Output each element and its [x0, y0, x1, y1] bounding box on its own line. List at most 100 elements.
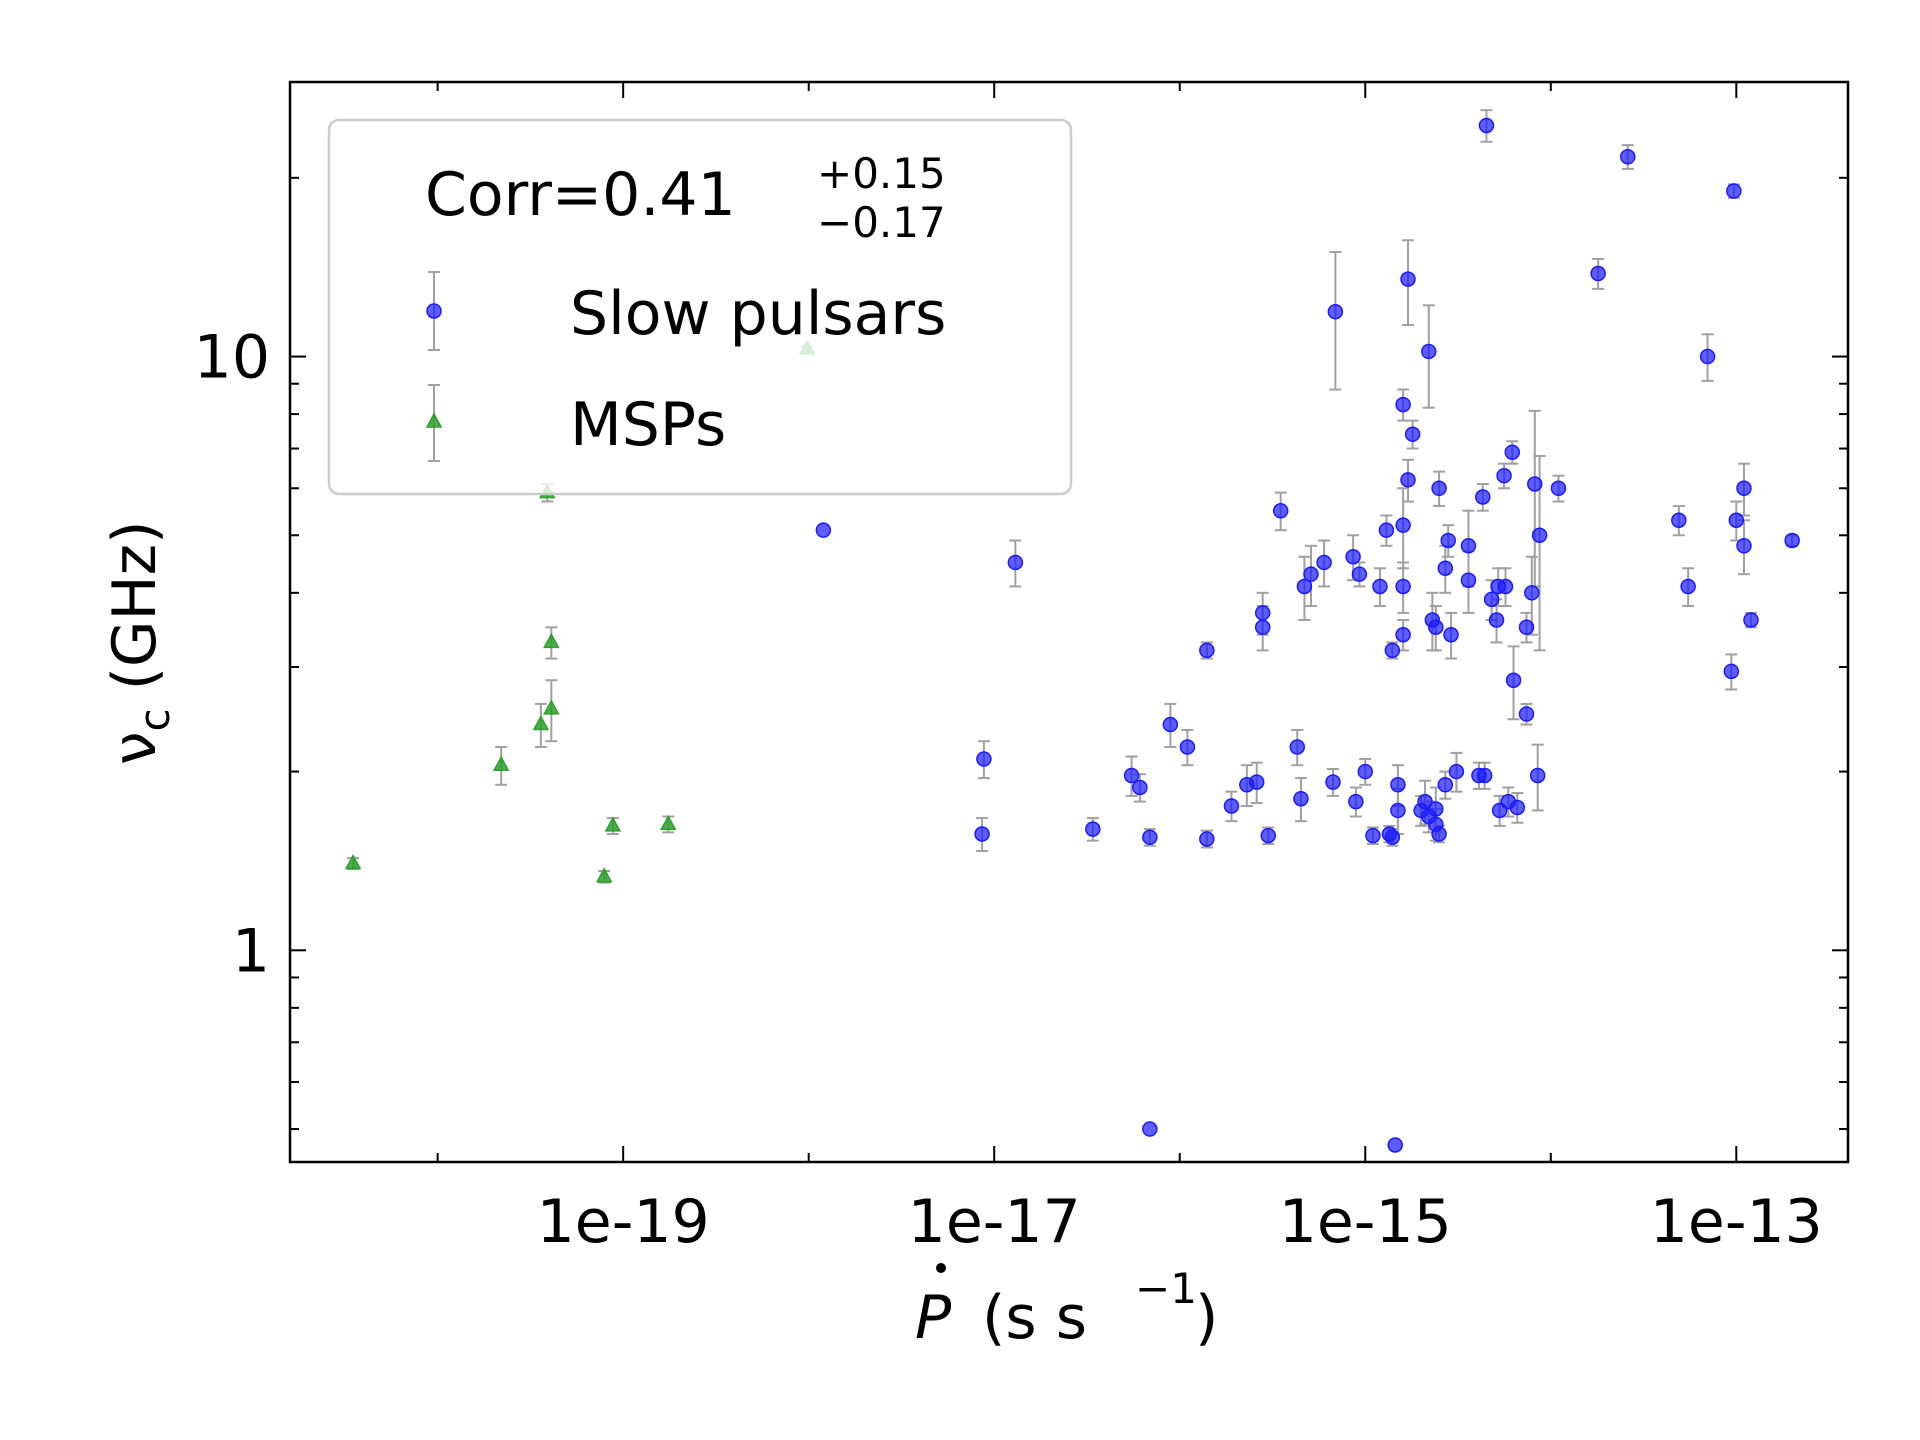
- slow-pulsar-point: [1007, 554, 1024, 571]
- slow-pulsar-point: [1590, 265, 1606, 282]
- slow-pulsar-point: [976, 751, 992, 767]
- slow-pulsar-point: [1404, 426, 1421, 442]
- legend-marker-slow-pulsars: [426, 271, 442, 351]
- slow-pulsar-point: [1395, 517, 1411, 533]
- slow-pulsar-point: [1784, 532, 1800, 549]
- slow-pulsar-point: [1260, 827, 1277, 844]
- slow-pulsar-point: [1293, 790, 1309, 807]
- slow-pulsar-point: [1325, 774, 1341, 790]
- msp-point: [604, 816, 622, 832]
- legend-correlation-minus: −0.17: [817, 198, 946, 247]
- msp-point: [595, 867, 613, 883]
- slow-pulsar-point: [1496, 467, 1512, 484]
- legend-box: [327, 118, 1073, 496]
- slow-pulsar-point: [1085, 821, 1101, 837]
- x-axis-label-exponent: −1: [1135, 1264, 1197, 1313]
- msp-point: [660, 814, 677, 831]
- slow-pulsar-point: [1671, 512, 1687, 529]
- legend-correlation: Corr=0.41: [425, 160, 736, 230]
- slow-pulsar-point: [1440, 532, 1456, 549]
- slow-pulsar-point: [1726, 183, 1742, 199]
- x-axis-label-dot: [936, 1263, 946, 1273]
- slow-pulsar-point: [1460, 572, 1477, 588]
- slow-pulsar-point: [1142, 1121, 1158, 1137]
- slow-pulsar-point: [1505, 672, 1522, 688]
- slow-pulsar-point: [1142, 829, 1158, 846]
- slow-pulsar-point: [1428, 619, 1444, 636]
- slow-pulsar-point: [1417, 793, 1433, 810]
- slow-pulsar-point: [1132, 779, 1148, 796]
- slow-pulsar-point: [1736, 538, 1752, 554]
- slow-pulsar-point: [1357, 763, 1374, 780]
- x-axis-label-symbol: P: [915, 1283, 952, 1353]
- slow-pulsar-point: [1504, 444, 1521, 460]
- slow-pulsar-point: [1723, 663, 1740, 680]
- y-axis-label: νc(GHz): [100, 520, 179, 765]
- slow-pulsar-point: [1620, 149, 1636, 165]
- legend: Corr=0.41 +0.15 −0.17 Slow pulsars MSPs: [327, 118, 1073, 496]
- slow-pulsar-point: [1162, 716, 1179, 733]
- legend-marker-msps: [425, 384, 443, 462]
- slow-pulsar-point: [1476, 767, 1493, 784]
- slow-pulsar-point: [1443, 626, 1459, 643]
- x-tick-label: 1e-17: [908, 1187, 1081, 1257]
- x-axis-label-units: (s s: [982, 1283, 1087, 1353]
- plot-frame: [288, 80, 1850, 1164]
- x-tick-label: 1e-13: [1650, 1187, 1823, 1257]
- slow-pulsar-point: [1743, 612, 1759, 628]
- slow-pulsar-point: [1248, 774, 1265, 790]
- y-tick-label: 10: [194, 323, 270, 393]
- slow-pulsar-point: [1123, 767, 1140, 784]
- slow-pulsar-point: [1531, 527, 1548, 544]
- slow-pulsar-point: [1199, 642, 1215, 659]
- slow-pulsar-point: [1431, 826, 1447, 842]
- y-tick-label: 1: [232, 916, 270, 986]
- slow-pulsar-point: [1527, 476, 1543, 492]
- slow-pulsar-point: [1390, 777, 1406, 793]
- slow-pulsar-point: [1272, 502, 1289, 519]
- slow-pulsar-point: [1431, 480, 1447, 497]
- slow-pulsar-point: [1421, 343, 1437, 360]
- slow-pulsar-point: [1475, 489, 1491, 505]
- slow-pulsar-point: [1497, 578, 1514, 595]
- slow-pulsar-point: [1303, 566, 1319, 582]
- slow-pulsar-point: [1348, 793, 1364, 810]
- slow-pulsar-point: [974, 826, 990, 842]
- slow-pulsar-point: [1395, 626, 1411, 643]
- slow-pulsar-point: [1372, 578, 1388, 595]
- slow-pulsar-point: [1680, 578, 1696, 595]
- x-axis-ticks: 1e-19 1e-17 1e-15 1e-13: [436, 82, 1823, 1257]
- legend-label-msps: MSPs: [570, 390, 726, 460]
- slow-pulsar-point: [1460, 538, 1477, 554]
- slow-pulsar-point: [1199, 831, 1215, 847]
- slow-pulsar-point: [1327, 303, 1344, 320]
- slow-pulsar-point: [1550, 480, 1567, 497]
- slow-pulsar-point: [1384, 642, 1401, 659]
- slow-pulsar-point: [1518, 706, 1535, 722]
- slow-pulsar-point: [1483, 591, 1500, 608]
- slow-pulsar-point: [1365, 827, 1381, 844]
- slow-pulsar-point: [1524, 585, 1540, 601]
- y-axis-label-text: νc(GHz): [100, 520, 179, 765]
- slow-pulsar-point: [1488, 612, 1505, 628]
- slow-pulsar-point: [1509, 799, 1526, 816]
- x-axis-label: P (s s −1 ): [915, 1263, 1218, 1353]
- slow-pulsar-point: [1390, 802, 1406, 819]
- slow-pulsar-point: [1387, 1137, 1403, 1153]
- slow-pulsar-point: [1400, 472, 1416, 488]
- slow-pulsar-point: [1223, 798, 1240, 814]
- slow-pulsar-point: [1699, 348, 1716, 365]
- slow-pulsar-point: [1448, 763, 1465, 780]
- slow-pulsar-point: [1437, 560, 1454, 576]
- slow-pulsar-point: [1736, 480, 1752, 497]
- legend-label-slow-pulsars: Slow pulsars: [570, 279, 946, 349]
- msp-point: [543, 699, 560, 715]
- slow-pulsar-point: [1296, 578, 1313, 595]
- msp-point: [532, 714, 550, 731]
- x-tick-label: 1e-19: [537, 1187, 710, 1257]
- x-tick-label: 1e-15: [1279, 1187, 1452, 1257]
- slow-pulsar-point: [1437, 777, 1454, 793]
- slow-pulsar-point: [1378, 522, 1395, 538]
- y-axis-ticks: 1 10: [194, 176, 1848, 1131]
